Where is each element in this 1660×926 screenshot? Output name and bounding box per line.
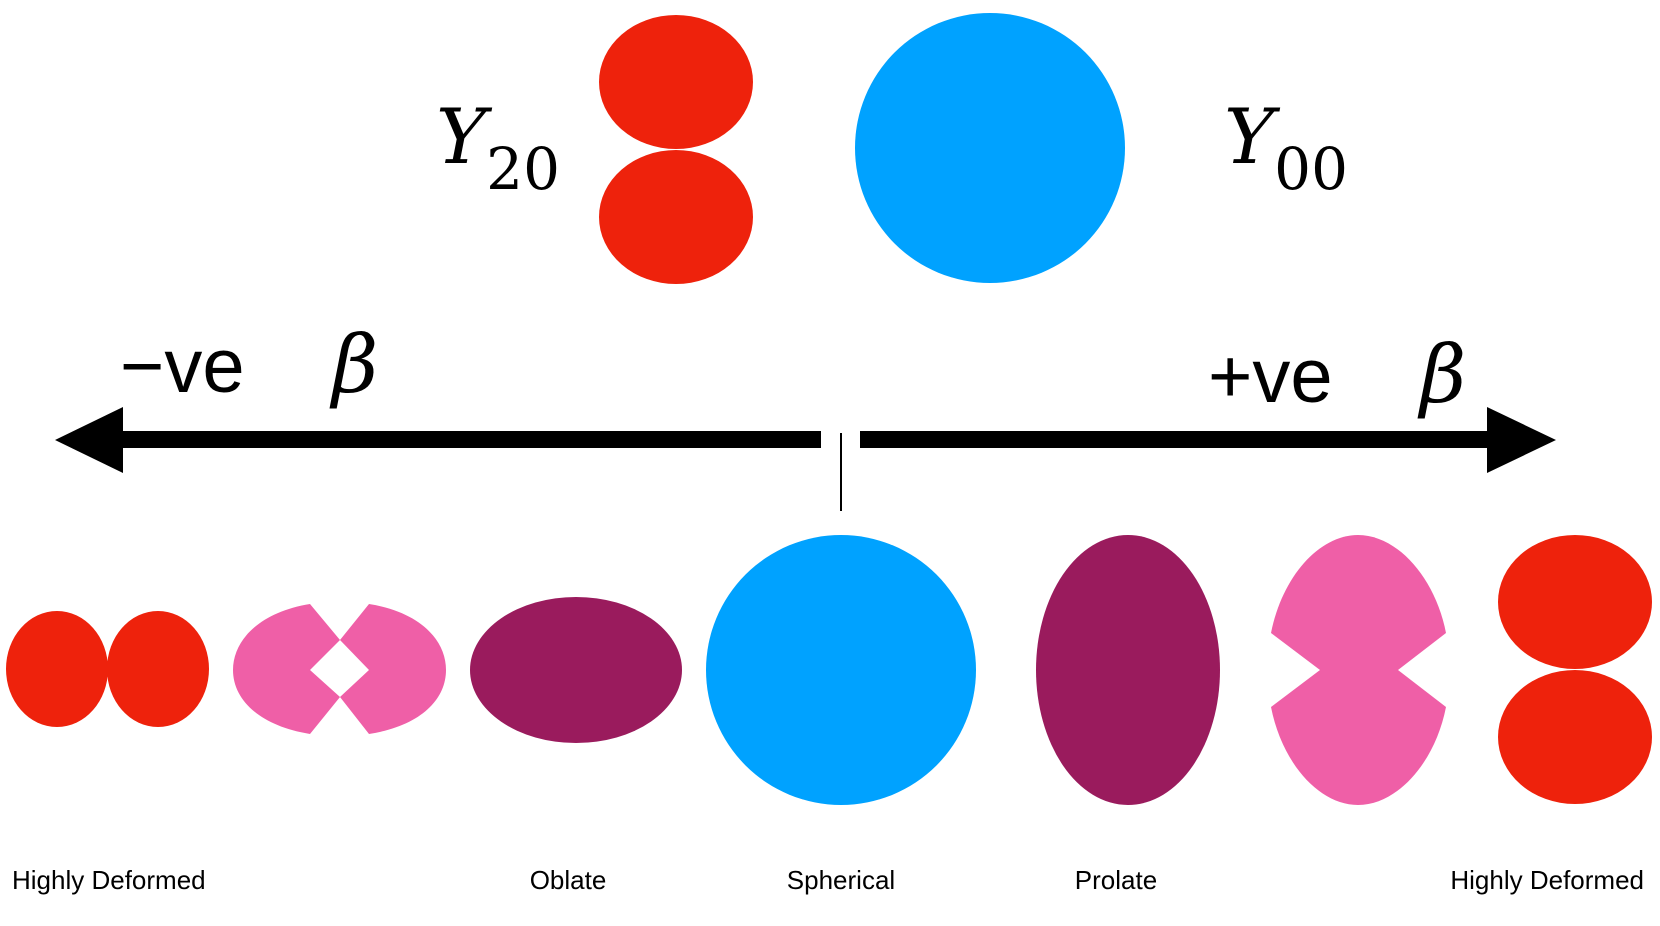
highly-deformed-prolate-shape bbox=[1498, 535, 1652, 804]
prolate-pinched-shape bbox=[1271, 535, 1446, 805]
positive-beta-label: +ve bbox=[1208, 334, 1333, 419]
caption-prolate: Prolate bbox=[1075, 865, 1157, 895]
positive-sign: +ve bbox=[1208, 334, 1333, 419]
y20-symbol: Y bbox=[436, 92, 493, 181]
axis-left-arrowhead bbox=[55, 407, 123, 473]
y20-shape bbox=[599, 15, 753, 284]
axis-right-segment bbox=[860, 431, 1490, 448]
y00-shape bbox=[855, 13, 1125, 283]
spherical-shape bbox=[706, 535, 976, 805]
y00-subscript: 00 bbox=[1274, 135, 1348, 203]
caption-highly-deformed-right: Highly Deformed bbox=[1450, 865, 1644, 895]
negative-sign: −ve bbox=[120, 324, 245, 409]
beta-axis bbox=[55, 407, 1556, 511]
caption-highly-deformed-left: Highly Deformed bbox=[12, 865, 206, 895]
y20-label: Y20 bbox=[436, 92, 560, 203]
axis-right-arrowhead bbox=[1487, 407, 1556, 473]
caption-spherical: Spherical bbox=[787, 865, 895, 895]
y00-label: Y00 bbox=[1224, 92, 1348, 203]
prolate-shape bbox=[1036, 535, 1220, 805]
axis-left-segment bbox=[118, 431, 821, 448]
highly-deformed-oblate-shape bbox=[6, 611, 209, 727]
y00-symbol: Y bbox=[1224, 92, 1281, 181]
caption-oblate: Oblate bbox=[530, 865, 607, 895]
oblate-shape bbox=[470, 597, 682, 743]
negative-beta-label: −ve bbox=[120, 324, 245, 409]
negative-beta-symbol: β bbox=[329, 318, 378, 411]
positive-beta-symbol: β bbox=[1417, 328, 1466, 421]
oblate-pinched-shape bbox=[233, 604, 446, 734]
y20-subscript: 20 bbox=[486, 135, 560, 203]
